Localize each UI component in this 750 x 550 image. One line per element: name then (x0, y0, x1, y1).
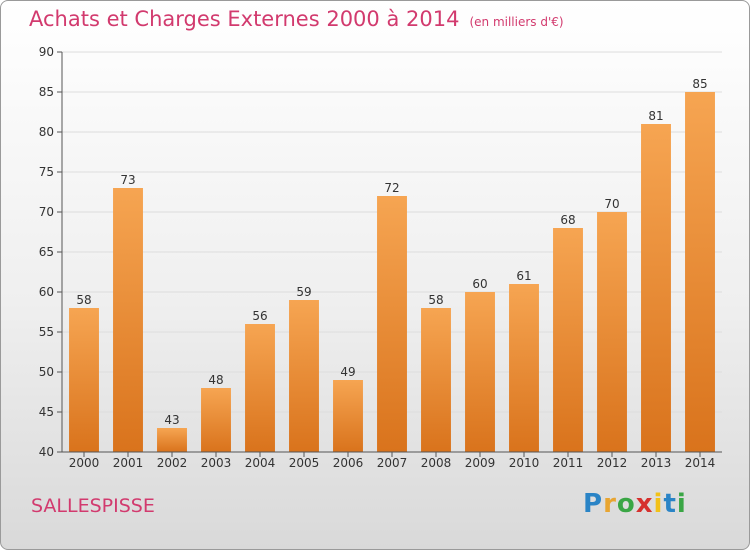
x-tick-label: 2006 (333, 456, 364, 470)
x-tick-label: 2013 (641, 456, 672, 470)
x-tick-label: 2007 (377, 456, 408, 470)
x-tick-label: 2008 (421, 456, 452, 470)
logo-letter: i (653, 489, 664, 519)
bar-value-label: 70 (604, 197, 619, 211)
logo-letter: o (616, 489, 636, 519)
logo-letter: P (583, 489, 604, 519)
y-tick-label: 65 (39, 245, 54, 259)
chart-title: Achats et Charges Externes 2000 à 2014 (e… (29, 7, 564, 31)
bar-value-label: 58 (76, 293, 91, 307)
x-tick-label: 2009 (465, 456, 496, 470)
bar-value-label: 48 (208, 373, 223, 387)
bar-2002 (157, 428, 187, 452)
logo-letter: r (603, 489, 617, 519)
proxiti-logo: Proxiti (583, 489, 687, 519)
bar-value-label: 43 (164, 413, 179, 427)
bar-2010 (509, 284, 539, 452)
bar-2005 (289, 300, 319, 452)
x-tick-label: 2012 (597, 456, 628, 470)
axes: 40 45 50 55 60 65 70 75 80 85 90 2000 2001 2002 2003 20… (39, 45, 722, 470)
bar-value-label: 58 (428, 293, 443, 307)
y-tick-label: 80 (39, 125, 54, 139)
y-tick-label: 45 (39, 405, 54, 419)
x-tick-label: 2014 (685, 456, 716, 470)
y-tick-label: 60 (39, 285, 54, 299)
bar-value-label: 49 (340, 365, 355, 379)
bar-2012 (597, 212, 627, 452)
bar-value-label: 59 (296, 285, 311, 299)
bar-2013 (641, 124, 671, 452)
bar-value-label: 68 (560, 213, 575, 227)
chart-subtitle: (en milliers d'€) (469, 15, 564, 29)
bar-value-label: 73 (120, 173, 135, 187)
bar-2001 (113, 188, 143, 452)
x-tick-label: 2002 (157, 456, 188, 470)
y-tick-label: 90 (39, 45, 54, 59)
y-tick-label: 75 (39, 165, 54, 179)
y-tick-label: 70 (39, 205, 54, 219)
chart-title-text: Achats et Charges Externes 2000 à 2014 (29, 7, 460, 31)
logo-letter: t (663, 489, 677, 519)
y-tick-label: 55 (39, 325, 54, 339)
bar-2006 (333, 380, 363, 452)
x-tick-label: 2000 (69, 456, 100, 470)
bar-2004 (245, 324, 275, 452)
bar-2003 (201, 388, 231, 452)
bar-2000 (69, 308, 99, 452)
bar-value-label: 61 (516, 269, 531, 283)
bar-series: 58 73 43 48 56 59 49 72 58 60 61 68 70 81 85 (69, 77, 715, 452)
x-tick-label: 2010 (509, 456, 540, 470)
bar-2008 (421, 308, 451, 452)
bar-2014 (685, 92, 715, 452)
bar-2009 (465, 292, 495, 452)
y-tick-label: 40 (39, 445, 54, 459)
bar-value-label: 56 (252, 309, 267, 323)
logo-letter: x (635, 489, 654, 519)
x-tick-label: 2003 (201, 456, 232, 470)
bar-2007 (377, 196, 407, 452)
bar-value-label: 85 (692, 77, 707, 91)
x-tick-label: 2004 (245, 456, 276, 470)
place-name: SALLESPISSE (31, 495, 155, 517)
bar-value-label: 72 (384, 181, 399, 195)
y-tick-label: 50 (39, 365, 54, 379)
x-tick-label: 2011 (553, 456, 584, 470)
logo-letter: i (676, 489, 687, 519)
x-tick-label: 2001 (113, 456, 144, 470)
bar-2011 (553, 228, 583, 452)
bar-value-label: 60 (472, 277, 487, 291)
y-tick-label: 85 (39, 85, 54, 99)
bar-value-label: 81 (648, 109, 663, 123)
x-tick-label: 2005 (289, 456, 320, 470)
